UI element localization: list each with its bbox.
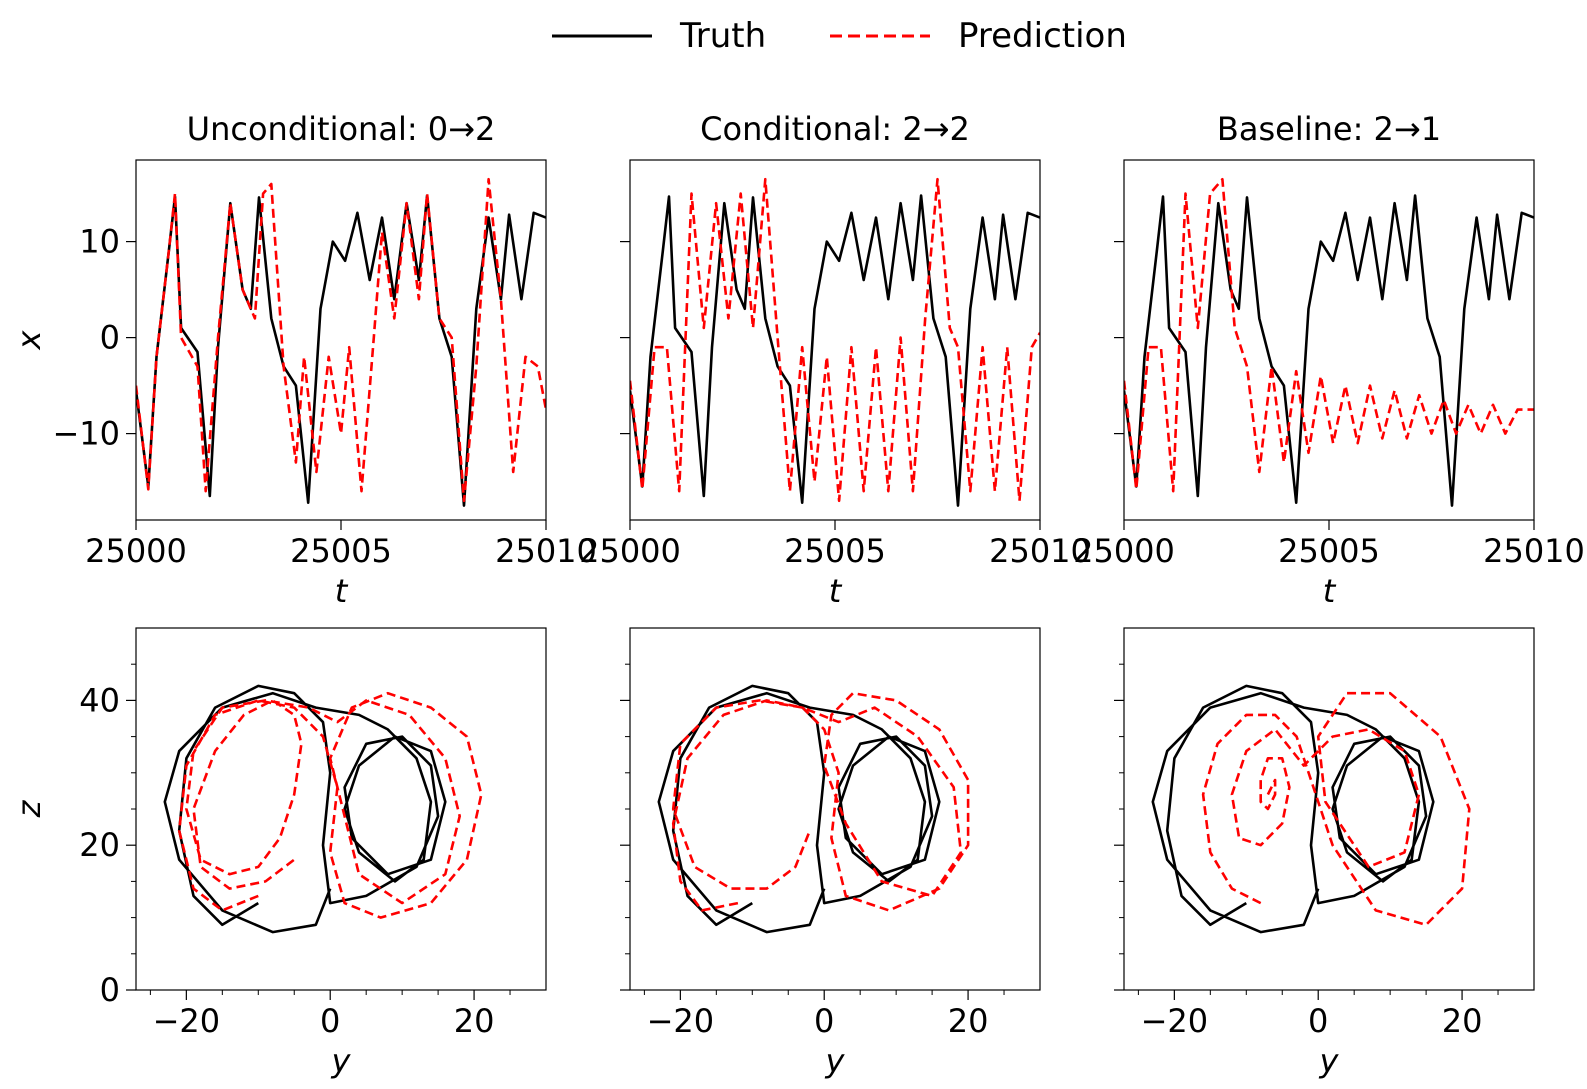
x-tick-label: 0 [320,1002,340,1040]
x-tick-label: 25010 [1483,532,1585,570]
x-axis-label: y [1319,1042,1340,1080]
panel-title: Unconditional: 0→2 [187,110,496,148]
x-tick-label: 25005 [1278,532,1380,570]
x-tick-label: 25000 [1073,532,1175,570]
chart-panel-1: 25000 25005 25010 −10 0 10 Unconditional: 0→2 t… [10,110,597,610]
legend-prediction-label: Prediction [958,16,1127,56]
panel-title: Baseline: 2→1 [1217,110,1441,148]
y-tick-label: 40 [79,681,120,719]
x-tick-label: −20 [153,1002,221,1040]
plot-frame [135,627,547,991]
y-tick-label: 20 [79,826,120,864]
chart-panel-3: 25000 25005 25010 Baseline: 2→1 t [1073,110,1585,610]
panel-title: Conditional: 2→2 [700,110,970,148]
chart-panel-2: 25000 25005 25010 Conditional: 2→2 t [579,110,1091,610]
x-tick-label: 25000 [85,532,187,570]
series-line-prediction [1124,177,1534,493]
plot-frame [135,159,547,521]
series-line-prediction [671,691,970,912]
y-axis-label: z [10,799,48,818]
x-tick-label: 25010 [495,532,597,570]
y-tick-label: −10 [52,415,120,453]
chart-panel-4: −20 0 20 0 20 40 y z [10,627,547,1080]
x-tick-label: −20 [647,1002,715,1040]
series-line-prediction [1201,691,1471,927]
legend-truth-label: Truth [679,16,766,56]
x-tick-label: 20 [948,1002,989,1040]
series-line-prediction [630,177,1040,503]
chart-panel-5: −20 0 20 y [620,627,1041,1080]
series-line-truth [136,194,546,507]
x-axis-label: y [331,1042,352,1080]
legend: Truth Prediction [552,16,1127,56]
series-line-truth [630,194,1040,507]
chart-panel-6: −20 0 20 y [1114,627,1535,1080]
x-tick-label: 0 [1308,1002,1328,1040]
x-tick-label: 25005 [784,532,886,570]
y-tick-label: 0 [100,319,120,357]
series-line-truth [163,684,447,934]
x-axis-label: y [825,1042,846,1080]
x-tick-label: 20 [1442,1002,1483,1040]
y-tick-label: 0 [100,971,120,1009]
x-tick-label: 25005 [290,532,392,570]
x-axis-label: t [1323,572,1337,610]
x-axis-label: t [335,572,349,610]
x-tick-label: 20 [454,1002,495,1040]
series-line-prediction [177,691,483,919]
x-axis-label: t [829,572,843,610]
y-axis-label: x [10,329,48,350]
series-line-truth [1124,194,1534,507]
series-line-prediction [136,177,546,503]
x-tick-label: 0 [814,1002,834,1040]
x-tick-label: −20 [1141,1002,1209,1040]
x-tick-label: 25000 [579,532,681,570]
y-tick-label: 10 [79,223,120,261]
x-tick-label: 25010 [989,532,1091,570]
series-line-truth [1151,684,1435,934]
